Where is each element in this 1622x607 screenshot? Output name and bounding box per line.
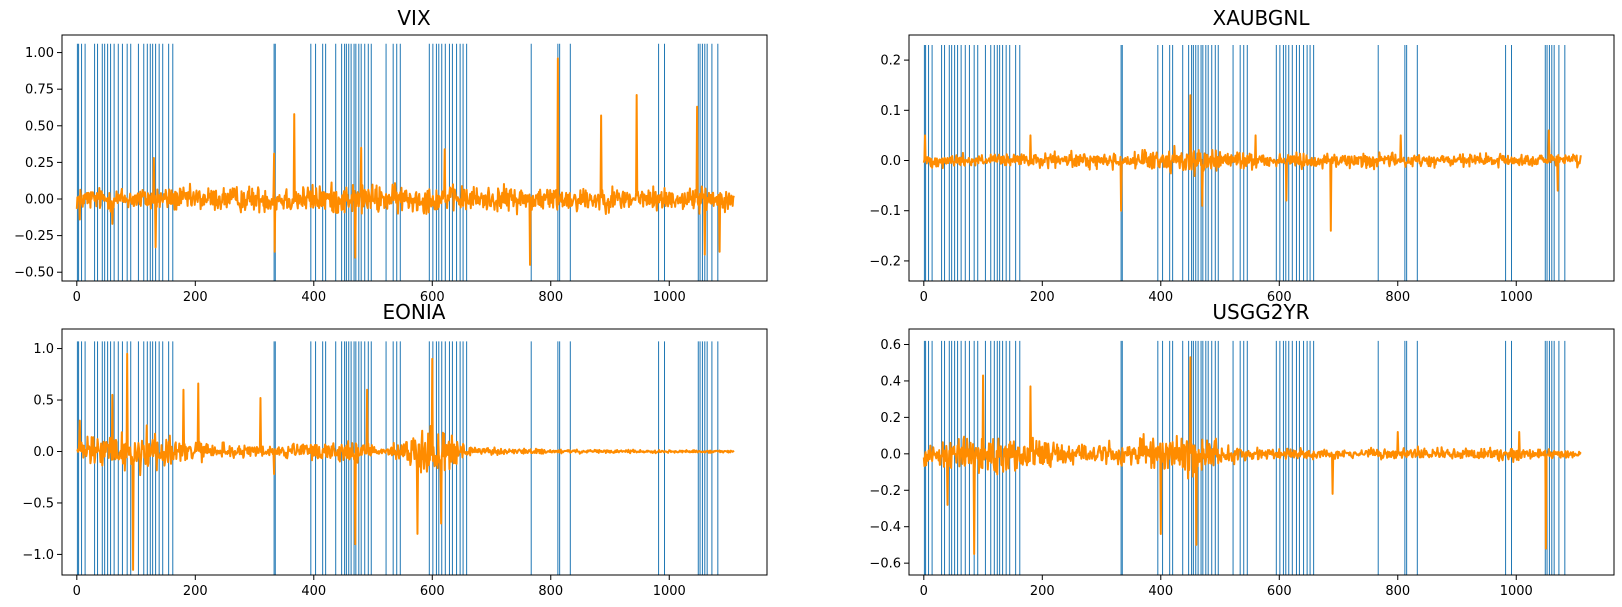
y-tick-label: −0.6 — [869, 557, 901, 572]
subplot-title: EONIA — [383, 300, 446, 324]
y-tick-label: 0.00 — [25, 193, 54, 208]
x-tick-label: 0 — [73, 584, 81, 599]
x-tick-label: 1000 — [653, 584, 686, 599]
series-line — [76, 352, 735, 571]
y-tick-label: 0.0 — [33, 445, 54, 460]
plot-area: 0 200 400 600 800 1000 −0.2 −0.1 0.0 0.1 0.2 — [869, 34, 1615, 305]
x-tick-label: 600 — [1267, 290, 1292, 305]
x-tick-label: 600 — [420, 584, 445, 599]
plot-content — [922, 45, 1582, 281]
subplot-eonia: EONIA 0 200 400 600 800 1000 −1.0 −0.5 0.0 0.5 1.0 — [22, 300, 768, 599]
plot-area: 0 200 400 600 800 1000 −1.0 −0.5 0.0 0.5 1.0 — [22, 328, 768, 599]
x-tick-label: 1000 — [1500, 290, 1533, 305]
series-line — [922, 356, 1582, 556]
subplot-xaubgnl: XAUBGNL 0 200 400 600 800 1000−0.2−0.10.00.10… — [869, 6, 1615, 305]
plot-content — [922, 340, 1582, 575]
y-tick-label: 0.50 — [25, 119, 54, 134]
plot-area: 0 200 400 600 800 1000 −0.6 −0.4 −0.2 0.0 0.2 0.4 0.… — [869, 328, 1615, 599]
y-tick-label: 0.75 — [25, 83, 54, 98]
y-tick-label: −0.1 — [869, 204, 901, 219]
x-tick-label: 0 — [920, 584, 928, 599]
y-tick-label: 1.00 — [25, 46, 54, 61]
series-line — [75, 57, 735, 266]
subplot-title: USGG2YR — [1212, 300, 1309, 324]
y-tick-label: 1.0 — [33, 342, 54, 357]
x-tick-label: 400 — [1148, 584, 1173, 599]
x-tick-label: 0 — [73, 290, 81, 305]
x-tick-label: 200 — [183, 584, 208, 599]
series-line — [922, 94, 1582, 232]
y-tick-label: −0.25 — [14, 229, 54, 244]
y-tick-label: −0.2 — [869, 254, 901, 269]
subplot-vix: VIX 0 200 400 600 800 1000−0.50−0.250.000.250… — [14, 6, 768, 305]
y-tick-label: 0.1 — [880, 104, 901, 119]
axes-frame — [908, 328, 1615, 576]
x-tick-label: 1000 — [1500, 584, 1533, 599]
subplot-title: VIX — [397, 6, 431, 30]
x-tick-label: 600 — [420, 290, 445, 305]
x-tick-label: 1000 — [653, 290, 686, 305]
x-tick-label: 0 — [920, 290, 928, 305]
y-tick-label: 0.4 — [880, 374, 901, 389]
x-tick-label: 800 — [538, 290, 563, 305]
y-tick-label: −0.2 — [869, 484, 901, 499]
axes-frame — [908, 34, 1615, 282]
x-tick-label: 200 — [183, 290, 208, 305]
axes-frame — [61, 328, 768, 576]
x-tick-label: 800 — [1385, 290, 1410, 305]
y-tick-label: 0.25 — [25, 156, 54, 171]
plot-content — [75, 43, 735, 281]
x-tick-label: 200 — [1030, 290, 1055, 305]
x-tick-label: 800 — [1385, 584, 1410, 599]
y-tick-label: 0.0 — [880, 154, 901, 169]
x-tick-label: 400 — [1148, 290, 1173, 305]
plot-content — [76, 341, 735, 575]
x-tick-label: 400 — [301, 290, 326, 305]
plot-area: 0 200 400 600 800 1000 −0.50 −0.25 0.00 0.25 0.50 0… — [14, 34, 768, 305]
subplot-usgg2yr: USGG2YR 0 200 400 600 800 1000 −0.6 −0.4 −0.2 0.0… — [869, 300, 1615, 599]
y-tick-label: 0.2 — [880, 54, 901, 69]
x-tick-label: 600 — [1267, 584, 1292, 599]
y-tick-label: −0.4 — [869, 520, 901, 535]
y-tick-label: 0.0 — [880, 447, 901, 462]
y-tick-label: −1.0 — [22, 548, 54, 563]
y-tick-label: −0.5 — [22, 496, 54, 511]
axes-frame — [61, 34, 768, 282]
y-tick-label: 0.2 — [880, 411, 901, 426]
x-tick-label: 200 — [1030, 584, 1055, 599]
y-tick-label: 0.6 — [880, 338, 901, 353]
subplot-title: XAUBGNL — [1213, 6, 1311, 30]
y-tick-label: 0.5 — [33, 394, 54, 409]
x-tick-label: 400 — [301, 584, 326, 599]
x-tick-label: 800 — [538, 584, 563, 599]
y-tick-label: −0.50 — [14, 266, 54, 281]
